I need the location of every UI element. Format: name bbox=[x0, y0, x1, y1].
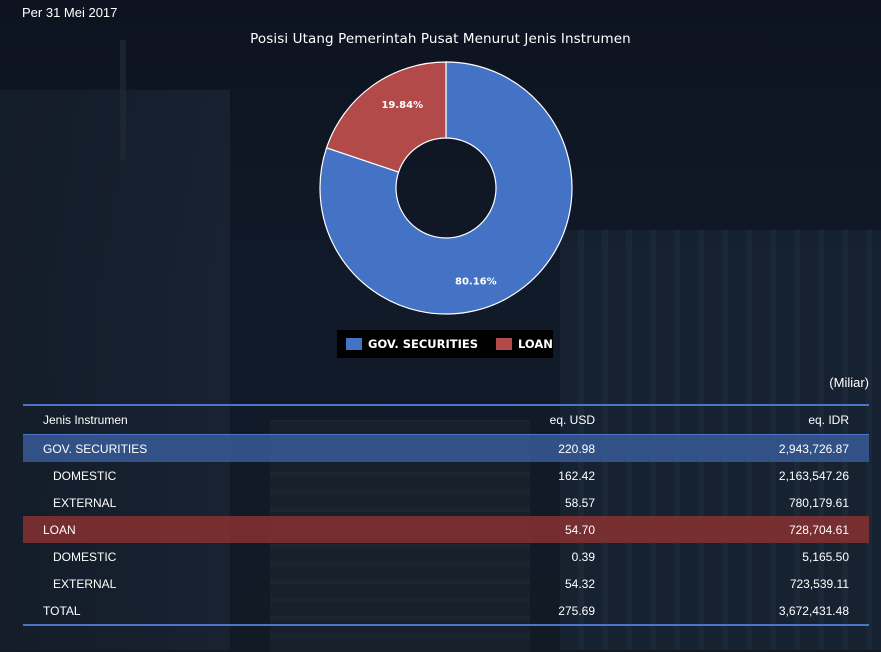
cell-usd: 54.70 bbox=[564, 522, 595, 537]
table-row-total: TOTAL 275.69 3,672,431.48 bbox=[23, 597, 869, 625]
table-row-gov-domestic: DOMESTIC 162.42 2,163,547.26 bbox=[23, 462, 869, 489]
header-instrument: Jenis Instrumen bbox=[23, 405, 473, 435]
cell-instrument: DOMESTIC bbox=[53, 468, 117, 483]
cell-idr: 780,179.61 bbox=[788, 495, 849, 510]
chart-title: Posisi Utang Pemerintah Pusat Menurut Je… bbox=[250, 31, 631, 47]
cell-usd: 58.57 bbox=[564, 495, 595, 510]
cell-usd: 162.42 bbox=[558, 468, 595, 483]
legend-label-loan: LOAN bbox=[518, 337, 553, 351]
table-row-gov-securities: GOV. SECURITIES 220.98 2,943,726.87 bbox=[23, 434, 869, 462]
legend-item-loan[interactable]: LOAN bbox=[496, 337, 553, 351]
legend-label-gov-securities: GOV. SECURITIES bbox=[368, 337, 479, 351]
cell-idr: 5,165.50 bbox=[802, 549, 849, 564]
unit-note: (Miliar) bbox=[829, 375, 869, 390]
donut-chart: 80.16% 19.84% bbox=[319, 61, 573, 315]
table-row-loan-external: EXTERNAL 54.32 723,539.11 bbox=[23, 570, 869, 597]
table-row-loan-domestic: DOMESTIC 0.39 5,165.50 bbox=[23, 543, 869, 570]
table-header-row: Jenis Instrumen eq. USD eq. IDR bbox=[23, 405, 869, 435]
header-usd: eq. USD bbox=[473, 405, 595, 435]
legend-swatch-gov-securities bbox=[346, 338, 362, 350]
cell-idr: 728,704.61 bbox=[788, 522, 849, 537]
cell-usd: 220.98 bbox=[558, 441, 595, 456]
table-row-loan: LOAN 54.70 728,704.61 bbox=[23, 516, 869, 543]
cell-idr: 2,943,726.87 bbox=[778, 441, 849, 456]
chart-legend: GOV. SECURITIES LOAN bbox=[337, 330, 553, 358]
cell-instrument: TOTAL bbox=[43, 603, 81, 618]
legend-swatch-loan bbox=[496, 338, 513, 350]
cell-usd: 0.39 bbox=[571, 549, 595, 564]
cell-instrument: LOAN bbox=[43, 522, 76, 537]
cell-instrument: DOMESTIC bbox=[53, 549, 117, 564]
slice-loan[interactable] bbox=[325, 61, 447, 173]
report-date: Per 31 Mei 2017 bbox=[22, 5, 118, 20]
cell-idr: 723,539.11 bbox=[789, 576, 849, 591]
debt-table: Jenis Instrumen eq. USD eq. IDR GOV. SEC… bbox=[23, 404, 869, 626]
table-row-gov-external: EXTERNAL 58.57 780,179.61 bbox=[23, 489, 869, 516]
cell-idr: 3,672,431.48 bbox=[778, 603, 849, 618]
slice-label-gov-securities: 80.16% bbox=[455, 276, 497, 287]
cell-instrument: EXTERNAL bbox=[53, 576, 117, 591]
slice-label-loan: 19.84% bbox=[381, 100, 423, 111]
cell-idr: 2,163,547.26 bbox=[778, 468, 849, 483]
cell-usd: 54.32 bbox=[564, 576, 595, 591]
cell-usd: 275.69 bbox=[558, 603, 595, 618]
cell-instrument: EXTERNAL bbox=[53, 495, 117, 510]
header-idr: eq. IDR bbox=[595, 405, 869, 435]
cell-instrument: GOV. SECURITIES bbox=[43, 441, 148, 456]
legend-item-gov-securities[interactable]: GOV. SECURITIES bbox=[346, 337, 478, 351]
slice-gov-securities[interactable] bbox=[319, 61, 573, 315]
